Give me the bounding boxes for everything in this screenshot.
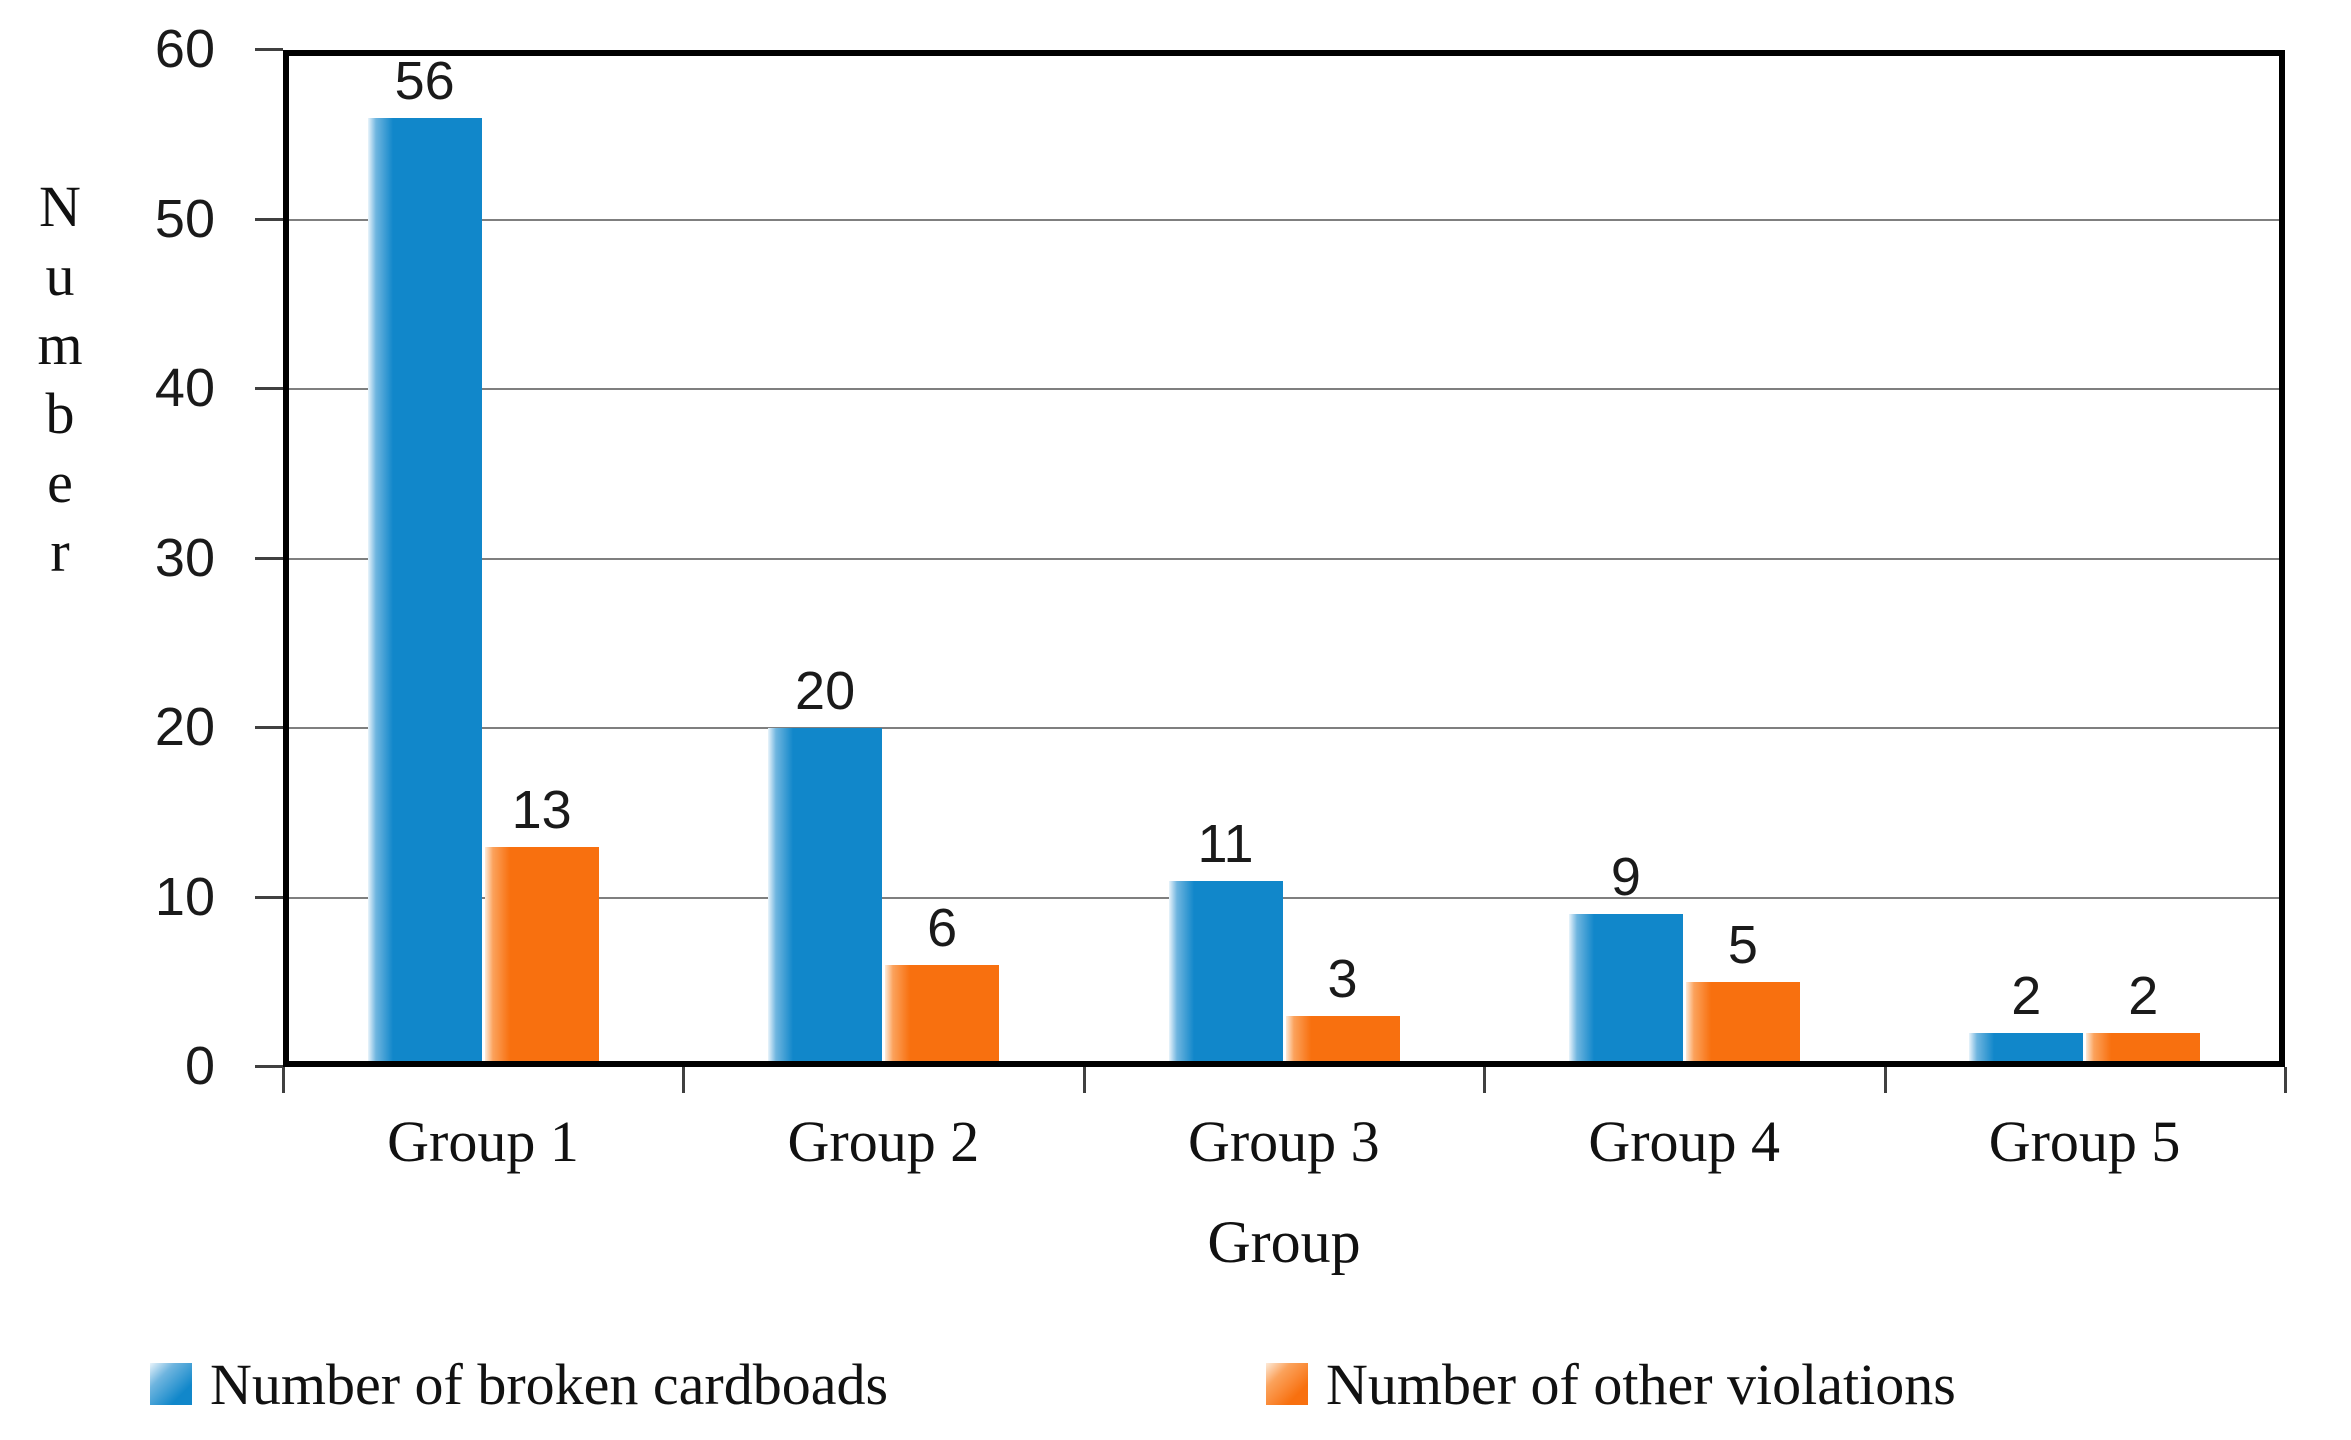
x-tick-mark-4 [1883, 1067, 1887, 1093]
y-tick-mark-0 [255, 1065, 283, 1068]
bar-series2-group-1 [484, 846, 599, 1067]
x-tick-mark-3 [1483, 1067, 1487, 1093]
bar-series1-group-4 [1568, 914, 1683, 1067]
gridline-30 [283, 557, 2285, 560]
legend-item-broken-cardboads: Number of broken cardboads [150, 1351, 889, 1417]
bar-series2-group-3 [1285, 1016, 1400, 1067]
gridline-20 [283, 727, 2285, 729]
gridline-50 [283, 218, 2285, 221]
legend-swatch-blue [150, 1363, 192, 1405]
x-tick-mark-1 [682, 1067, 686, 1093]
y-tick-label-40: 40 [154, 358, 215, 418]
plot-area: 56 13 20 6 11 3 9 5 2 2 [283, 50, 2285, 1067]
x-tick-mark-2 [1082, 1067, 1086, 1093]
data-label-series2-group-2: 6 [927, 898, 958, 959]
y-tick-label-50: 50 [154, 188, 215, 249]
y-axis-title-letter: m [37, 312, 83, 377]
bar-series1-group-3 [1168, 880, 1283, 1067]
data-label-series1-group-4: 9 [1610, 847, 1641, 908]
gridline-10 [283, 896, 2285, 899]
bar-series1-group-2 [768, 728, 883, 1067]
y-tick-label-10: 10 [154, 866, 215, 927]
category-label-group-4: Group 4 [1588, 1109, 1781, 1174]
x-tick-mark-5 [2284, 1067, 2287, 1093]
y-tick-mark-30 [255, 556, 283, 560]
y-tick-mark-40 [255, 387, 283, 390]
bar-series2-group-4 [1685, 982, 1800, 1067]
legend-label: Number of broken cardboads [210, 1351, 889, 1417]
legend-label: Number of other violations [1326, 1351, 1956, 1417]
bar-series1-group-1 [367, 117, 482, 1067]
x-axis-title: Group [1207, 1209, 1361, 1275]
category-label-group-1: Group 1 [387, 1109, 579, 1174]
y-axis-title-letter: b [45, 381, 75, 446]
y-axis-title-letter: u [45, 243, 75, 308]
data-label-series1-group-5: 2 [2011, 966, 2042, 1027]
x-tick-mark-0 [282, 1067, 285, 1093]
y-axis-title-letter: r [50, 519, 70, 584]
data-label-series1-group-1: 56 [394, 50, 455, 111]
bar-series2-group-2 [885, 965, 1000, 1067]
legend-swatch-orange [1266, 1363, 1308, 1405]
y-tick-mark-60 [255, 48, 283, 51]
y-tick-label-0: 0 [184, 1036, 215, 1096]
y-tick-mark-20 [255, 726, 283, 729]
data-label-series2-group-3: 3 [1327, 949, 1358, 1010]
y-tick-label-20: 20 [154, 697, 215, 757]
data-label-series2-group-5: 2 [2128, 966, 2159, 1027]
legend-item-other-violations: Number of other violations [1266, 1351, 1956, 1417]
category-label-group-3: Group 3 [1187, 1109, 1380, 1174]
gridline-40 [283, 388, 2285, 390]
y-tick-mark-10 [255, 895, 283, 899]
data-label-series1-group-2: 20 [795, 661, 856, 721]
category-label-group-5: Group 5 [1988, 1109, 2181, 1174]
y-axis-title-letter: e [47, 450, 73, 515]
y-tick-label-60: 60 [154, 19, 215, 79]
data-label-series1-group-3: 11 [1197, 813, 1254, 874]
y-tick-mark-50 [255, 217, 283, 221]
bar-series2-group-5 [2086, 1033, 2201, 1067]
bar-series1-group-5 [1969, 1033, 2084, 1067]
data-label-series2-group-1: 13 [511, 779, 572, 840]
category-label-group-2: Group 2 [787, 1109, 980, 1174]
y-axis-title-letter: N [39, 174, 81, 239]
data-label-series2-group-4: 5 [1727, 915, 1758, 976]
y-tick-label-30: 30 [154, 527, 215, 588]
